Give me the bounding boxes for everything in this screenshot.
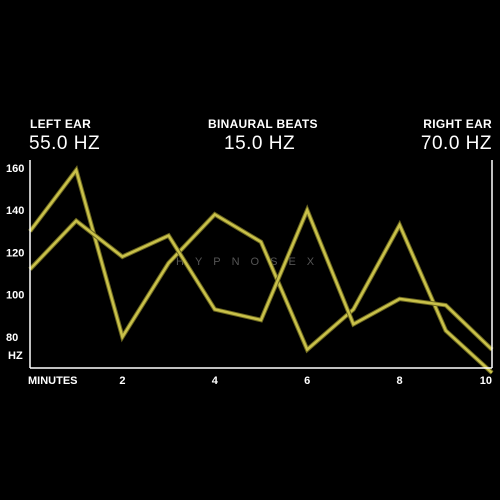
x-tick-label: 4 — [212, 375, 219, 387]
x-tick-labels: 2 4 6 8 10 — [119, 375, 492, 387]
series-layer — [28, 165, 494, 375]
y-tick-label: 100 — [6, 290, 24, 302]
binaural-beats-value: 15.0 HZ — [224, 133, 296, 154]
y-tick-labels: 80 100 120 140 160 — [6, 163, 24, 344]
x-tick-label: 8 — [397, 375, 403, 387]
right-ear-label: RIGHT EAR — [423, 117, 492, 131]
right-ear-value: 70.0 HZ — [420, 133, 492, 154]
x-tick-label: 2 — [119, 375, 125, 387]
series-1-line-outline — [28, 165, 494, 375]
left-ear-value: 55.0 HZ — [29, 133, 101, 154]
y-tick-label: 120 — [6, 247, 24, 259]
x-tick-label: 10 — [480, 375, 492, 387]
y-tick-label: 80 — [6, 332, 18, 344]
watermark-text: HYPNOSEX — [176, 256, 325, 268]
x-axis-label: MINUTES — [28, 375, 78, 387]
y-tick-label: 140 — [6, 205, 24, 217]
x-tick-label: 6 — [304, 375, 310, 387]
series-2-line — [29, 206, 493, 351]
left-ear-label: LEFT EAR — [30, 117, 92, 131]
y-axis-label: HZ — [8, 350, 23, 362]
y-tick-label: 160 — [6, 163, 24, 175]
series-1-line — [29, 167, 493, 374]
binaural-beats-label: BINAURAL BEATS — [208, 117, 318, 131]
